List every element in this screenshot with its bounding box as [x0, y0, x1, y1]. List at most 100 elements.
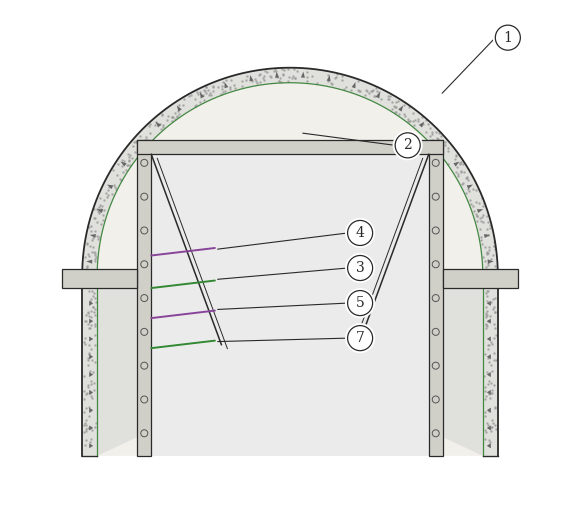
Point — [483, 230, 492, 239]
Circle shape — [347, 256, 372, 281]
Point — [461, 174, 470, 182]
Polygon shape — [62, 269, 137, 288]
Point — [124, 157, 133, 166]
Point — [226, 85, 235, 93]
Point — [489, 242, 498, 250]
Point — [302, 73, 311, 81]
Polygon shape — [97, 83, 483, 456]
Point — [484, 340, 494, 349]
Point — [483, 287, 492, 295]
Point — [453, 170, 462, 178]
Point — [364, 89, 374, 98]
Point — [90, 305, 100, 313]
Point — [83, 383, 92, 391]
Point — [89, 386, 99, 394]
Point — [126, 161, 135, 169]
Point — [242, 76, 251, 84]
Point — [369, 92, 379, 100]
Point — [252, 79, 262, 87]
Point — [481, 320, 490, 329]
Point — [469, 206, 478, 215]
Point — [124, 153, 133, 161]
Point — [291, 74, 300, 82]
Point — [451, 151, 461, 159]
Polygon shape — [487, 319, 491, 323]
Point — [82, 425, 91, 433]
Point — [484, 249, 493, 257]
Point — [362, 86, 372, 95]
Point — [157, 109, 166, 118]
Point — [489, 294, 498, 303]
Point — [404, 117, 413, 125]
Text: 3: 3 — [356, 261, 364, 275]
Point — [456, 160, 465, 168]
Point — [273, 73, 282, 81]
Point — [478, 202, 488, 210]
Point — [90, 257, 100, 265]
Point — [86, 392, 95, 400]
Point — [102, 189, 111, 197]
Point — [85, 324, 94, 332]
Point — [307, 72, 316, 80]
Polygon shape — [487, 408, 491, 413]
Point — [486, 221, 495, 229]
Point — [337, 72, 346, 80]
Circle shape — [345, 288, 375, 318]
Point — [86, 345, 95, 354]
Point — [485, 243, 494, 251]
Polygon shape — [487, 354, 491, 359]
Point — [84, 350, 93, 358]
Point — [104, 183, 114, 191]
Point — [481, 243, 490, 251]
Point — [109, 181, 118, 189]
Point — [400, 112, 409, 121]
Point — [168, 113, 177, 121]
Point — [488, 419, 498, 427]
Point — [486, 297, 495, 306]
Point — [86, 222, 95, 230]
Point — [491, 425, 501, 433]
Point — [324, 71, 333, 79]
Point — [91, 297, 100, 306]
Point — [404, 103, 414, 111]
Point — [173, 107, 182, 115]
Point — [354, 86, 364, 95]
Point — [332, 70, 342, 78]
Point — [485, 312, 494, 320]
Point — [483, 212, 492, 220]
Point — [90, 331, 100, 339]
Point — [484, 358, 494, 366]
Point — [96, 220, 106, 228]
Point — [312, 79, 321, 87]
Point — [87, 248, 96, 256]
Point — [136, 132, 145, 141]
Point — [484, 377, 494, 385]
Point — [482, 311, 491, 319]
Point — [280, 66, 289, 74]
Point — [129, 138, 138, 146]
Polygon shape — [86, 260, 92, 264]
Point — [209, 82, 218, 90]
Point — [168, 112, 177, 121]
Circle shape — [347, 220, 372, 245]
Point — [84, 223, 93, 231]
Point — [81, 421, 90, 429]
Point — [256, 70, 265, 78]
Point — [404, 117, 414, 125]
Point — [484, 317, 494, 326]
Point — [86, 320, 96, 329]
Polygon shape — [90, 234, 96, 238]
Point — [87, 236, 96, 244]
Point — [488, 416, 497, 424]
Polygon shape — [89, 336, 93, 341]
Point — [482, 297, 491, 306]
Point — [199, 90, 208, 99]
Polygon shape — [487, 390, 491, 395]
Point — [389, 102, 398, 110]
Point — [186, 91, 195, 99]
Point — [490, 308, 499, 316]
Point — [457, 180, 466, 188]
Point — [87, 393, 96, 402]
Point — [483, 322, 492, 331]
Point — [90, 227, 100, 235]
